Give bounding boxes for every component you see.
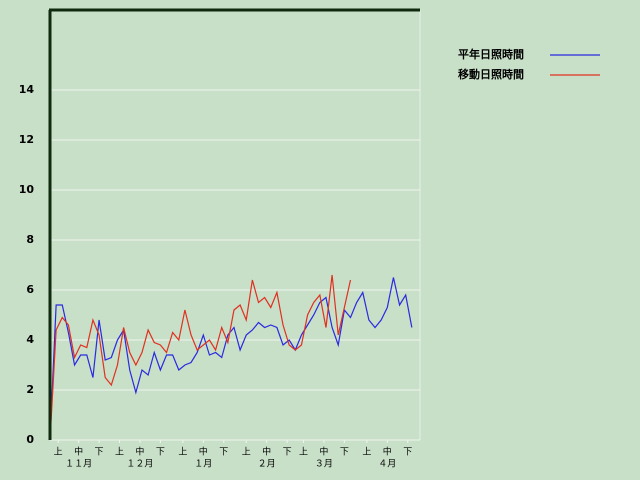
x-tick-label: 中: [74, 446, 83, 458]
y-tick-label: 0: [26, 433, 34, 446]
month-label: １１月: [65, 459, 92, 470]
legend-label: 移動日照時間: [458, 67, 524, 81]
y-tick-label: 12: [19, 133, 34, 146]
month-label: ４月: [378, 459, 396, 470]
x-tick-label: 下: [283, 448, 292, 458]
y-tick-label: 10: [19, 183, 35, 196]
x-tick-label: 中: [199, 446, 208, 458]
x-tick-label: 上: [362, 447, 371, 458]
x-tick-label: 上: [178, 447, 187, 458]
legend-label: 平年日照時間: [458, 47, 524, 61]
month-label: １２月: [126, 459, 153, 470]
series-line: [49, 277, 413, 441]
month-label: １月: [194, 459, 212, 470]
y-tick-label: 8: [26, 233, 34, 246]
x-tick-label: 下: [219, 448, 228, 458]
y-tick-label: 6: [26, 283, 34, 296]
series-line: [49, 274, 352, 441]
x-tick-label: 中: [383, 446, 392, 458]
y-tick-label: 2: [26, 383, 34, 396]
x-tick-label: 中: [135, 446, 144, 458]
x-tick-label: 上: [115, 447, 124, 458]
month-label: ３月: [315, 459, 333, 470]
x-tick-label: 上: [299, 447, 308, 458]
y-tick-label: 14: [19, 83, 35, 96]
x-tick-label: 下: [403, 448, 412, 458]
x-tick-label: 上: [242, 447, 251, 458]
x-tick-label: 下: [95, 448, 104, 458]
y-tick-label: 4: [26, 333, 34, 346]
x-tick-label: 下: [156, 448, 165, 458]
x-tick-label: 中: [319, 446, 328, 458]
x-tick-label: 下: [340, 448, 349, 458]
month-label: ２月: [258, 459, 276, 470]
x-tick-label: 中: [262, 446, 271, 458]
x-tick-label: 上: [54, 447, 63, 458]
